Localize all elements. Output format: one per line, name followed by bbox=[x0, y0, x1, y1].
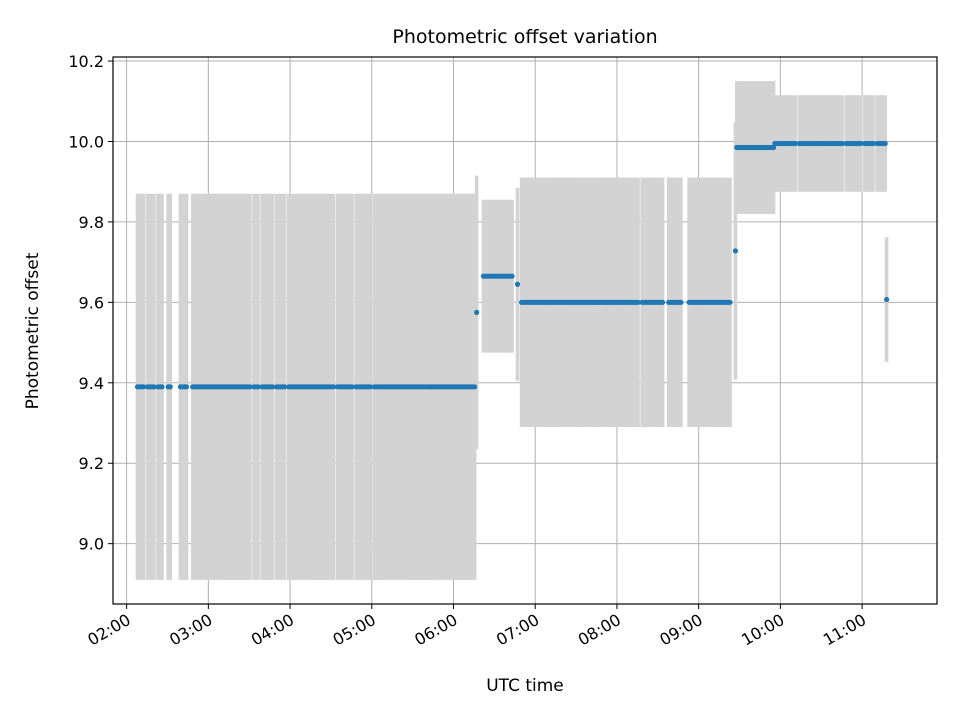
y-tick-label: 9.8 bbox=[79, 213, 104, 232]
y-tick-label: 9.6 bbox=[79, 293, 104, 312]
y-tick-label: 9.2 bbox=[79, 454, 104, 473]
data-point bbox=[678, 299, 684, 305]
data-point bbox=[635, 299, 641, 305]
data-point bbox=[732, 248, 739, 254]
data-point bbox=[792, 140, 798, 147]
data-points bbox=[134, 140, 890, 390]
x-axis-label: UTC time bbox=[486, 676, 564, 696]
data-point bbox=[659, 299, 666, 305]
data-point bbox=[282, 384, 288, 390]
data-point bbox=[183, 384, 190, 390]
data-point bbox=[839, 140, 845, 147]
data-point bbox=[255, 384, 261, 390]
data-point bbox=[247, 384, 253, 390]
y-tick-label: 9.4 bbox=[79, 374, 104, 393]
y-tick-label: 10.0 bbox=[68, 132, 104, 151]
data-point bbox=[269, 384, 275, 390]
data-point bbox=[151, 384, 157, 390]
data-point bbox=[141, 384, 147, 390]
plot-frame bbox=[112, 56, 938, 605]
data-point bbox=[870, 140, 876, 147]
data-point bbox=[514, 281, 521, 287]
data-point bbox=[474, 309, 480, 316]
data-point bbox=[509, 273, 515, 279]
data-point bbox=[884, 296, 890, 303]
data-point bbox=[159, 384, 165, 390]
data-point bbox=[882, 140, 888, 147]
y-tick-label: 9.0 bbox=[79, 535, 104, 554]
data-point bbox=[349, 384, 355, 390]
y-axis-label: Photometric offset bbox=[23, 252, 43, 409]
data-point bbox=[472, 384, 478, 390]
data-point bbox=[727, 299, 733, 305]
y-tick-label: 10.2 bbox=[68, 52, 104, 71]
data-point bbox=[367, 384, 374, 390]
chart-title: Photometric offset variation bbox=[392, 26, 657, 48]
data-point bbox=[331, 384, 337, 390]
data-point bbox=[858, 140, 864, 147]
data-point bbox=[770, 144, 777, 151]
data-point bbox=[167, 384, 173, 390]
